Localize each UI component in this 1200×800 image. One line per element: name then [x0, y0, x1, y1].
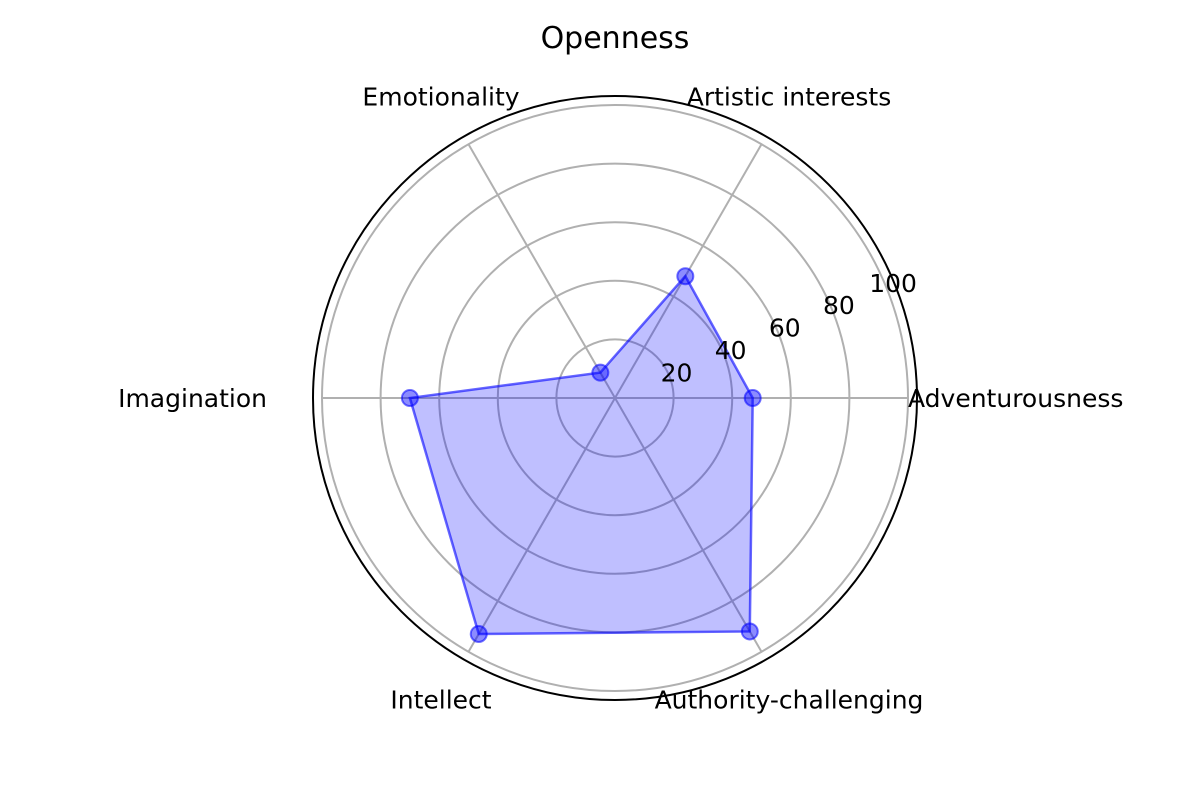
data-point-authority-challenging [740, 622, 759, 641]
r-tick-label: 100 [869, 269, 917, 298]
r-tick-label: 40 [715, 336, 747, 365]
category-label: Imagination [118, 384, 267, 413]
data-point-intellect [469, 624, 488, 643]
r-tick-label: 60 [769, 314, 801, 343]
data-point-artistic-interests [676, 267, 695, 286]
r-tick-label: 20 [661, 359, 693, 388]
chart-title: Openness [541, 21, 690, 56]
data-layer [400, 267, 762, 643]
category-label: Intellect [390, 685, 491, 714]
category-label: Authority-challenging [655, 685, 924, 714]
label-layer: 20 40 60 80 100 Adventurousness Artistic inter… [118, 83, 1123, 715]
series-line [408, 274, 754, 636]
grid-spoke [614, 143, 763, 399]
r-tick-label: 80 [823, 291, 855, 320]
grid-spoke [467, 143, 616, 399]
category-label: Emotionality [362, 83, 519, 112]
series-area [409, 276, 753, 634]
category-label: Adventurousness [908, 384, 1123, 413]
polar-frame [312, 95, 918, 701]
data-point-adventurousness [743, 389, 762, 407]
grid-spoke [614, 397, 763, 653]
grid-spoke [467, 397, 616, 653]
category-label: Artistic interests [687, 83, 892, 112]
data-point-imagination [400, 389, 419, 407]
data-point-emotionality [591, 363, 610, 382]
